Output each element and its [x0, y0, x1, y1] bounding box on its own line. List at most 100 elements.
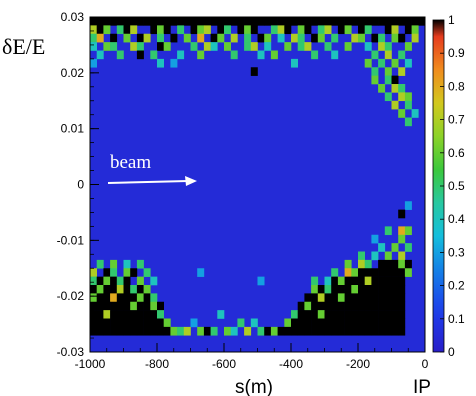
heatmap-cell	[130, 301, 138, 311]
heatmap-cell	[217, 25, 225, 35]
heatmap-cell	[291, 318, 298, 328]
heatmap-cell	[331, 268, 339, 277]
heatmap-cell	[130, 310, 138, 319]
heatmap-cell	[358, 251, 365, 261]
heatmap-cell	[358, 33, 365, 43]
heatmap-cell	[110, 17, 118, 26]
heatmap-cell	[404, 92, 412, 102]
heatmap-cell	[270, 50, 278, 60]
heatmap-cell	[324, 293, 332, 303]
heatmap-cell	[337, 25, 345, 35]
heatmap-cell	[203, 326, 211, 336]
heatmap-cell	[364, 268, 372, 277]
heatmap-cell	[143, 268, 151, 277]
heatmap-cell	[344, 310, 352, 319]
heatmap-cell	[317, 301, 325, 311]
heatmap-cell	[391, 100, 399, 110]
heatmap-cell	[331, 17, 339, 26]
heatmap-cell	[384, 67, 392, 76]
heatmap-cell	[337, 318, 345, 328]
heatmap-cell	[331, 326, 339, 336]
heatmap-cell	[136, 33, 144, 43]
heatmap-cell	[90, 318, 97, 328]
heatmap-cell	[190, 25, 198, 35]
heatmap-cell	[291, 33, 298, 43]
heatmap-cell	[90, 285, 97, 294]
heatmap-cell	[364, 326, 372, 336]
heatmap-cell	[404, 42, 412, 51]
beam-label: beam	[110, 152, 151, 173]
heatmap-cell	[277, 326, 285, 336]
heatmap-cell	[391, 326, 399, 336]
heatmap-cell	[404, 117, 412, 127]
heatmap-cell	[110, 33, 118, 43]
heatmap-cell	[297, 42, 305, 51]
heatmap-cell	[324, 17, 332, 26]
heatmap-cell	[391, 276, 399, 286]
heatmap-cell	[378, 84, 386, 93]
heatmap-cell	[116, 326, 124, 336]
heatmap-cell	[291, 58, 298, 68]
y-tick-label: 0.01	[61, 122, 85, 136]
heatmap-cell	[358, 259, 365, 269]
heatmap-cell	[311, 276, 319, 286]
heatmap-cell	[384, 92, 392, 102]
heatmap-cell	[364, 310, 372, 319]
heatmap-cell	[324, 276, 332, 286]
y-axis-ticks: -0.03 -0.02 -0.01 0 0.01 0.02 0.03	[57, 10, 99, 359]
heatmap-cell	[391, 310, 399, 319]
heatmap-cell	[391, 318, 399, 328]
heatmap-cell	[337, 276, 345, 286]
heatmap-cell	[404, 17, 412, 26]
heatmap-cell	[190, 318, 198, 328]
heatmap-cell	[136, 276, 144, 286]
heatmap-cell	[344, 259, 352, 269]
heatmap-cell	[103, 42, 111, 51]
heatmap-cell	[351, 17, 359, 26]
x-tick-label: -1000	[75, 357, 106, 371]
heatmap-cell	[398, 226, 406, 236]
x-tick-label: 0	[422, 357, 429, 371]
beam-arrow-head	[185, 176, 197, 186]
heatmap-cell	[398, 251, 406, 261]
heatmap-cell	[136, 259, 144, 269]
colorbar-tick-label: 1	[448, 13, 455, 27]
y-axis-label: δE/E	[2, 34, 45, 59]
heatmap-cell	[210, 33, 218, 43]
heatmap-cell	[324, 326, 332, 336]
heatmap-cell	[183, 326, 191, 336]
heatmap-cell	[297, 310, 305, 319]
heatmap-cell	[123, 17, 131, 26]
heatmap-cell	[304, 17, 312, 26]
heatmap-cell	[116, 285, 124, 294]
heatmap-cell	[237, 318, 245, 328]
beam-annotation: beam	[107, 152, 197, 186]
heatmap-cell	[317, 25, 325, 35]
heatmap-cell	[351, 285, 359, 294]
heatmap-cell	[358, 326, 365, 336]
heatmap-cell	[150, 293, 158, 303]
heatmap-cell	[378, 268, 386, 277]
heatmap-cell	[190, 42, 198, 51]
heatmap-cell	[344, 318, 352, 328]
heatmap-cell	[257, 33, 265, 43]
heatmap-cell	[224, 326, 231, 336]
heatmap-cell	[331, 33, 339, 43]
heatmap-cell	[244, 17, 252, 26]
heatmap-cell	[250, 318, 258, 328]
heatmap-cell	[110, 268, 118, 277]
heatmap-cell	[110, 293, 118, 303]
colorbar-tick-label: 0.7	[448, 113, 465, 127]
plot-area	[89, 16, 426, 353]
heatmap-cell	[103, 301, 111, 311]
heatmap-cell	[384, 268, 392, 277]
colorbar-tick-label: 0.4	[448, 212, 465, 226]
heatmap-cell	[378, 301, 386, 311]
heatmap-cell	[398, 234, 406, 244]
heatmap-cell	[371, 318, 379, 328]
colorbar-tick-label: 0.1	[448, 312, 465, 326]
heatmap-cell	[143, 17, 151, 26]
heatmap-cell	[150, 25, 158, 35]
heatmap-cell	[391, 285, 399, 294]
heatmap-cell	[136, 17, 144, 26]
